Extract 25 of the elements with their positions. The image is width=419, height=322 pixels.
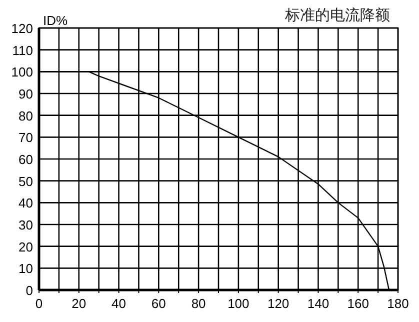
y-tick-label: 40 xyxy=(18,196,33,211)
chart-title: 标准的电流降额 xyxy=(284,7,390,24)
y-tick-label: 0 xyxy=(26,283,33,298)
y-tick-label: 10 xyxy=(18,261,33,276)
y-tick-label: 120 xyxy=(11,21,33,36)
y-tick-label: 100 xyxy=(11,64,33,80)
x-tick-label: 120 xyxy=(267,296,290,311)
y-tick-label: 90 xyxy=(18,86,33,102)
y-axis-title: ID% xyxy=(43,13,68,28)
x-tick-label: 160 xyxy=(347,296,369,311)
x-tick-label: 80 xyxy=(191,296,206,311)
y-tick-label: 50 xyxy=(18,174,33,189)
x-tick-label: 180 xyxy=(387,296,409,311)
x-tick-label: 100 xyxy=(228,296,250,311)
y-tick-label: 30 xyxy=(18,218,33,232)
x-tick-label: 20 xyxy=(72,296,86,311)
y-tick-label: 110 xyxy=(12,42,33,58)
y-tick-label: 80 xyxy=(18,108,33,124)
x-tick-label: 40 xyxy=(112,296,126,311)
x-tick-label: 0 xyxy=(35,296,43,311)
y-tick-label: 70 xyxy=(18,130,33,146)
x-tick-label: 60 xyxy=(151,296,166,311)
x-tick-label: 140 xyxy=(307,296,330,311)
y-tick-label: 20 xyxy=(18,239,33,254)
y-tick-label: 60 xyxy=(18,152,33,167)
